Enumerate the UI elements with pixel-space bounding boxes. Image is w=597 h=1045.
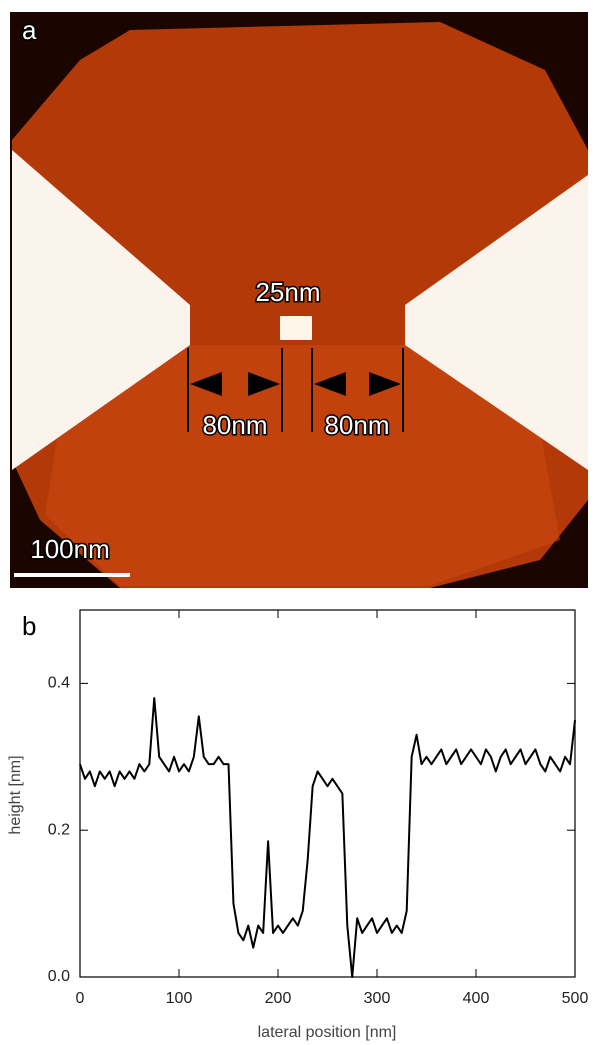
x-tick-label: 300	[364, 990, 391, 1007]
panel-label: a	[22, 15, 37, 45]
y-tick-label: 0.0	[48, 968, 70, 985]
x-tick-label: 100	[166, 990, 193, 1007]
profile-line	[79, 697, 576, 978]
plot-frame	[79, 609, 576, 978]
afm-image: a 25nm 80nm 80nm 100nm	[10, 12, 588, 588]
x-tick-label: 0	[76, 990, 85, 1007]
annotation: 25nm	[255, 277, 320, 307]
x-tick-label: 400	[463, 990, 490, 1007]
y-tick-label: 0.2	[48, 821, 70, 838]
scale-bar-label: 100nm	[30, 534, 110, 564]
y-axis-label: height [nm]	[7, 755, 24, 834]
annotation: 80nm	[202, 410, 267, 440]
annotation: 80nm	[324, 410, 389, 440]
x-axis-label: lateral position [nm]	[258, 1024, 397, 1041]
y-tick-label: 0.4	[48, 675, 70, 692]
panel-label: b	[22, 611, 36, 641]
x-tick-label: 200	[265, 990, 292, 1007]
x-tick-label: 500	[562, 990, 589, 1007]
